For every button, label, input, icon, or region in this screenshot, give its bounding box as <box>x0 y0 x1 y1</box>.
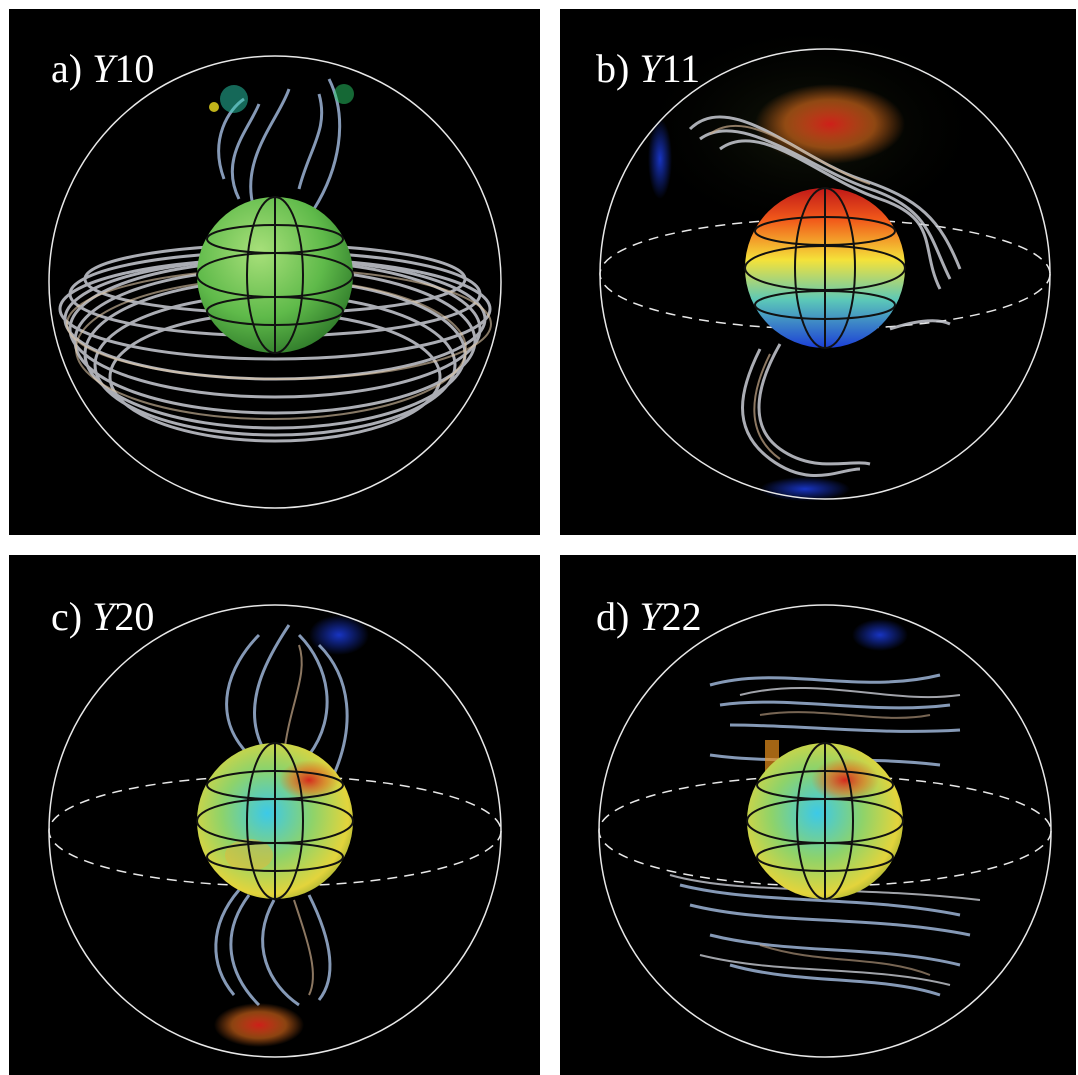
panel-b-render <box>599 19 1051 501</box>
field-lines <box>688 115 962 477</box>
panel-d-label: d) Y22 <box>596 594 702 639</box>
inner-sphere <box>746 742 904 900</box>
panel-d-render <box>598 604 1052 1058</box>
panel-d: d) Y22 <box>560 555 1076 1075</box>
panel-c-label: c) Y20 <box>51 594 155 639</box>
panel-b-label: b) Y11 <box>596 46 701 91</box>
field-lines <box>679 673 971 997</box>
inner-sphere <box>196 742 354 900</box>
outer-sphere <box>48 55 502 509</box>
panel-a-render <box>48 55 502 509</box>
polar-field-lines <box>217 78 342 210</box>
panel-c-render <box>48 604 502 1058</box>
panel-b: b) Y11 <box>560 9 1076 535</box>
panel-a: a) Y10 <box>9 9 540 535</box>
inner-sphere <box>196 196 354 354</box>
panel-c: c) Y20 <box>9 555 540 1075</box>
panel-a-label: a) Y10 <box>51 46 155 91</box>
inner-sphere <box>744 187 906 349</box>
field-lines <box>214 624 349 1007</box>
